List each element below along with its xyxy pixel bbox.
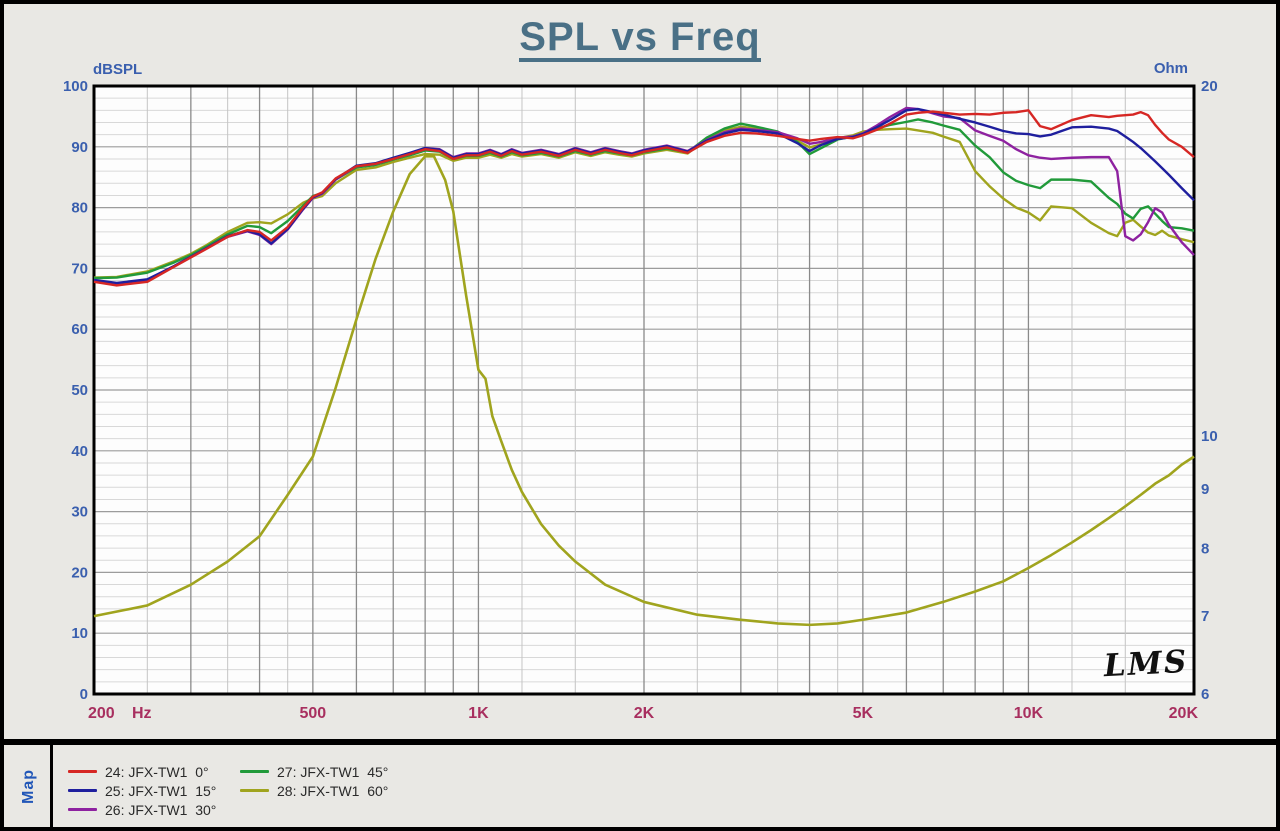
x-axis-tick-label: 500 [300, 705, 327, 722]
legend-item[interactable]: 26: JFX-TW1 30° [68, 801, 238, 819]
left-axis-tick-label: 50 [71, 382, 88, 399]
left-axis-tick-label: 100 [63, 78, 88, 95]
left-axis-tick-label: 60 [71, 321, 88, 338]
panel-divider [0, 739, 1280, 745]
legend-label: 27: JFX-TW1 45° [277, 764, 389, 780]
x-axis-unit-label: Hz [132, 705, 152, 722]
right-axis-tick-label: 6 [1201, 686, 1209, 703]
legend-item[interactable]: 24: JFX-TW1 0° [68, 763, 238, 781]
plot-frame [92, 84, 1196, 696]
x-axis-tick-label: 5K [853, 705, 874, 722]
right-axis-tick-label: 10 [1201, 428, 1218, 445]
legend-color-swatch [68, 789, 97, 792]
left-axis-tick-label: 70 [71, 260, 88, 277]
right-axis-tick-label: 8 [1201, 541, 1209, 558]
x-axis-tick-label: 10K [1014, 705, 1044, 722]
tab-map-label: Map [20, 768, 37, 804]
legend-color-swatch [68, 808, 97, 811]
legend-color-swatch [240, 770, 269, 773]
left-axis-tick-label: 0 [80, 686, 88, 703]
legend-label: 25: JFX-TW1 15° [105, 783, 217, 799]
lms-logo: LMS [1102, 643, 1190, 685]
x-axis-tick-label: 200 [88, 705, 115, 722]
x-axis-tick-label: 20K [1169, 705, 1199, 722]
right-axis-tick-label: 7 [1201, 608, 1209, 625]
legend-item[interactable]: 25: JFX-TW1 15° [68, 782, 238, 800]
right-axis-unit-label: Ohm [1153, 60, 1188, 77]
legend-color-swatch [240, 789, 269, 792]
left-axis-tick-label: 40 [71, 443, 88, 460]
legend-item[interactable]: 28: JFX-TW1 60° [240, 782, 410, 800]
legend-color-swatch [68, 770, 97, 773]
legend-label: 24: JFX-TW1 0° [105, 764, 209, 780]
left-axis-tick-label: 20 [71, 564, 88, 581]
impedance-curve [93, 155, 1195, 627]
legend-item[interactable]: 27: JFX-TW1 45° [240, 763, 410, 781]
spl-curve [93, 109, 1195, 287]
left-axis-tick-label: 30 [71, 504, 88, 521]
right-axis-tick-label: 9 [1201, 481, 1209, 498]
x-axis-tick-label: 2K [634, 705, 655, 722]
page-title: SPL vs Freq [4, 16, 1276, 62]
tab-map[interactable]: Map [8, 745, 53, 827]
left-axis-tick-label: 90 [71, 139, 88, 156]
right-axis-tick-label: 20 [1201, 78, 1218, 95]
legend-label: 28: JFX-TW1 60° [277, 783, 389, 799]
left-axis-unit-label: dBSPL [93, 61, 143, 78]
chart-panel: SPL vs Freq dBSPL Ohm 0 10 20 30 40 50 60 70 80 9… [0, 4, 1280, 827]
left-axis-tick-label: 10 [71, 625, 88, 642]
legend-label: 26: JFX-TW1 30° [105, 802, 217, 818]
left-axis-tick-label: 80 [71, 200, 88, 217]
x-axis-tick-label: 1K [468, 705, 489, 722]
